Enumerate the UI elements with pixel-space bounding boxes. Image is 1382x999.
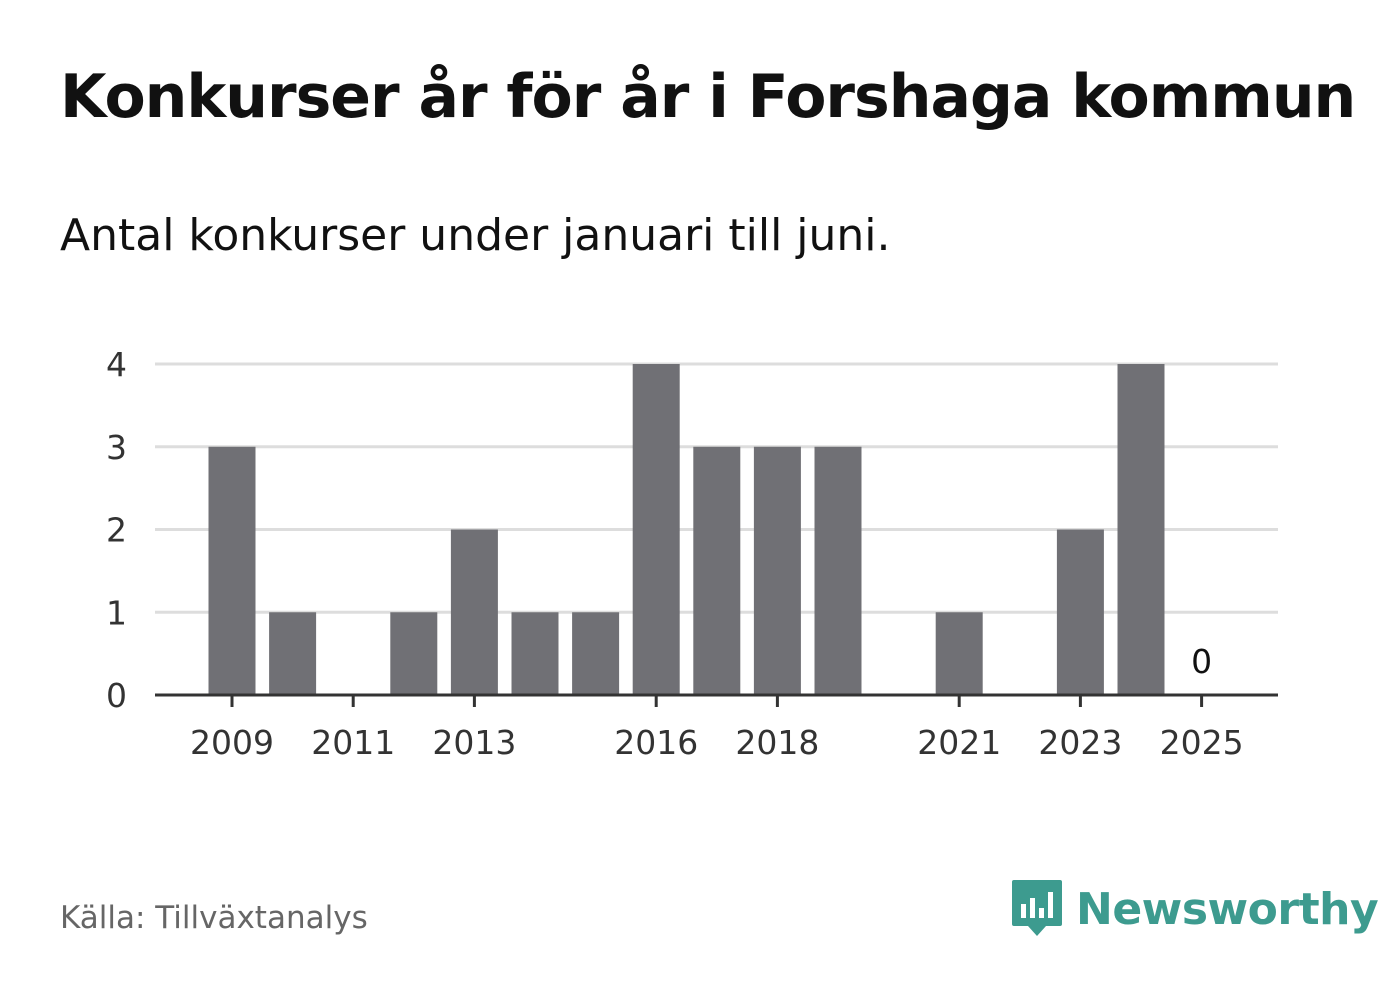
bar-2015: [572, 612, 620, 695]
y-tick-label: 1: [106, 593, 127, 632]
bar-2016: [632, 364, 680, 695]
x-tick-label: 2011: [311, 723, 395, 762]
bar-2021: [935, 612, 983, 695]
x-tick-label: 2023: [1038, 723, 1122, 762]
bar-2018: [753, 446, 801, 695]
bar-2023: [1056, 529, 1104, 695]
chart-title: Konkurser år för år i Forshaga kommun: [60, 62, 1356, 132]
axes: [155, 693, 1278, 707]
y-tick-label: 3: [106, 428, 127, 467]
y-tick-label: 0: [106, 676, 127, 715]
bar-2010: [269, 612, 317, 695]
bar-2024: [1117, 364, 1165, 695]
bar-2013: [450, 529, 498, 695]
data-label-2025: 0: [1191, 642, 1212, 681]
source-note: Källa: Tillväxtanalys: [60, 900, 368, 936]
brand-name: Newsworthy: [1076, 883, 1379, 935]
x-tick-label: 2016: [614, 723, 698, 762]
bar-2012: [390, 612, 438, 695]
bar-2019: [814, 446, 862, 695]
newsworthy-logo-icon: [1012, 880, 1062, 936]
y-tick-label: 2: [106, 511, 127, 550]
x-tick-label: 2018: [735, 723, 819, 762]
bar-2009: [208, 446, 256, 695]
x-tick-label: 2009: [190, 723, 274, 762]
bar-2014: [511, 612, 559, 695]
brand-logo: Newsworthy: [1010, 878, 1379, 940]
x-tick-label: 2013: [432, 723, 516, 762]
labels: 0 1 2 3 4 2009 2011 2013 2016 2018 2021 2023 2025 0: [106, 345, 1244, 762]
chart-subtitle: Antal konkurser under januari till juni.: [60, 210, 891, 261]
x-tick-label: 2025: [1160, 723, 1244, 762]
bars: [208, 364, 1165, 695]
y-tick-label: 4: [106, 345, 127, 384]
x-tick-label: 2021: [917, 723, 1001, 762]
bar-2017: [693, 446, 741, 695]
